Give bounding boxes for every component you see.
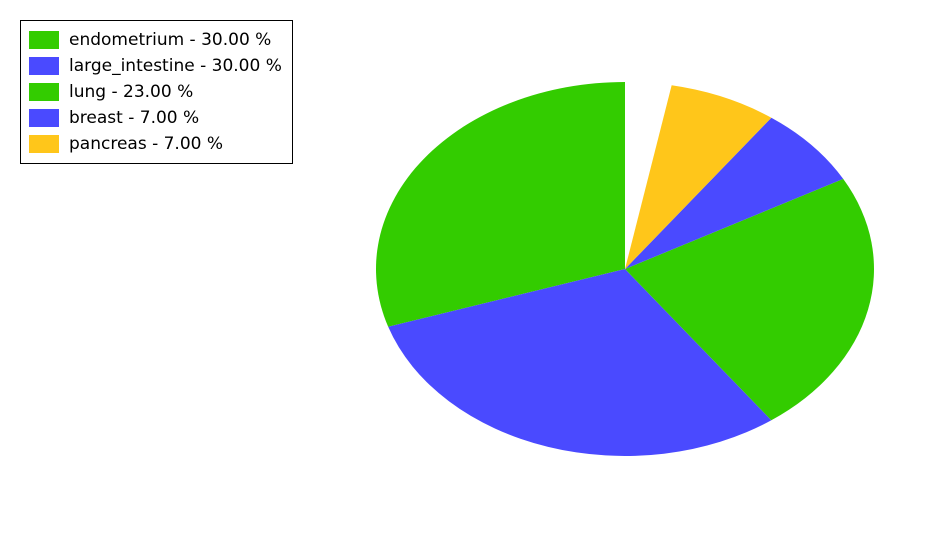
legend-swatch <box>29 57 59 75</box>
legend-label: pancreas - 7.00 % <box>69 134 223 154</box>
pie-chart <box>376 82 874 456</box>
legend-swatch <box>29 135 59 153</box>
legend-label: large_intestine - 30.00 % <box>69 56 282 76</box>
chart-legend: endometrium - 30.00 % large_intestine - … <box>20 20 293 164</box>
legend-swatch <box>29 31 59 49</box>
legend-swatch <box>29 109 59 127</box>
legend-label: endometrium - 30.00 % <box>69 30 271 50</box>
legend-swatch <box>29 83 59 101</box>
legend-label: breast - 7.00 % <box>69 108 199 128</box>
legend-item-breast: breast - 7.00 % <box>29 105 282 131</box>
legend-item-endometrium: endometrium - 30.00 % <box>29 27 282 53</box>
legend-item-large-intestine: large_intestine - 30.00 % <box>29 53 282 79</box>
pie-svg <box>376 82 874 456</box>
legend-item-lung: lung - 23.00 % <box>29 79 282 105</box>
legend-label: lung - 23.00 % <box>69 82 193 102</box>
legend-item-pancreas: pancreas - 7.00 % <box>29 131 282 157</box>
